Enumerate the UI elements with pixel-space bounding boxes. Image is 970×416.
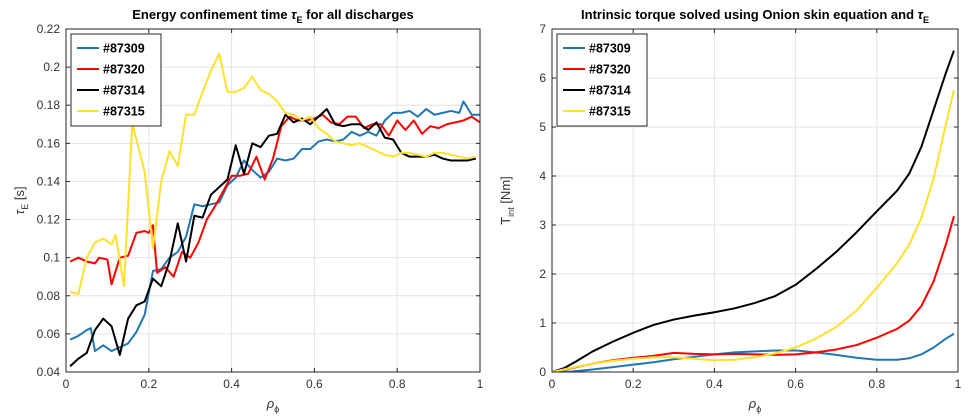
chart-panel-energy-confinement: 0 0.2 0.4 0.6 0.8 1 0.04 0.06 0.08 0.1 0.12 0.14 0.1… [12,7,484,414]
y-tick-label: 6 [539,71,546,85]
legend-entry: #87320 [103,63,145,77]
chart-title: Intrinsic torque solved using Onion skin… [581,7,929,25]
y-tick-label: 0.08 [37,289,61,303]
legend-entry: #87320 [589,63,631,77]
x-tick-label: 1 [955,377,962,391]
series-line-87309 [552,332,955,372]
x-tick-label: 0.4 [706,377,723,391]
series-group [552,50,955,372]
y-tick-label: 0.16 [37,136,61,150]
chart-title: Energy confinement time τE for all disch… [132,7,414,25]
series-line-87314 [69,108,477,368]
legend-entry: #87309 [589,42,631,56]
y-tick-label: 2 [539,267,546,281]
x-tick-label: 0.2 [625,377,642,391]
y-tick-label: 0.06 [37,327,61,341]
x-tick-label: 0.8 [868,377,885,391]
x-tick-label: 0.4 [223,377,240,391]
chart-panel-intrinsic-torque: 0 0.2 0.4 0.6 0.8 1 0 1 2 3 4 5 6 7 Intrinsic torque s… [498,7,962,414]
series-line-87315 [552,90,955,372]
series-line-87315 [69,52,477,295]
y-tick-label: 0.14 [37,174,61,188]
x-tick-label: 0.8 [389,377,406,391]
legend-entry: #87309 [103,42,145,56]
x-tick-label: 1 [477,377,484,391]
x-tick-label: 0.6 [787,377,804,391]
y-tick-label: 0.1 [43,251,60,265]
y-axis-label: Tint [Nm] [498,176,516,225]
x-tick-label: 0.6 [306,377,323,391]
legend-entry: #87315 [103,105,145,119]
y-axis-label: τE [s] [12,186,30,214]
y-tick-label: 0 [539,365,546,379]
y-tick-label: 0.12 [37,213,61,227]
x-tick-label: 0 [63,377,70,391]
y-tick-label: 0.18 [37,98,61,112]
legend-entry: #87314 [589,84,631,98]
x-axis-label: ρϕ [266,396,280,414]
series-line-87320 [69,113,480,286]
legend: #87309 #87320 #87314 #87315 [556,33,648,127]
legend: #87309 #87320 #87314 #87315 [70,33,162,127]
legend-entry: #87314 [103,84,145,98]
legend-entry: #87315 [589,105,631,119]
x-axis-label: ρϕ [748,396,762,414]
y-tick-label: 4 [539,169,546,183]
x-tick-label: 0 [549,377,556,391]
series-line-87309 [69,100,480,353]
y-tick-label: 3 [539,218,546,232]
x-tick-label: 0.2 [140,377,157,391]
series-group [69,52,480,368]
y-tick-label: 5 [539,120,546,134]
y-tick-label: 0.22 [37,22,61,36]
y-tick-label: 1 [539,316,546,330]
y-tick-label: 7 [539,22,546,36]
y-tick-label: 0.2 [43,60,60,74]
series-line-87314 [552,50,955,372]
axes-box [551,28,959,373]
axes-box [65,28,481,373]
y-tick-label: 0.04 [37,365,61,379]
